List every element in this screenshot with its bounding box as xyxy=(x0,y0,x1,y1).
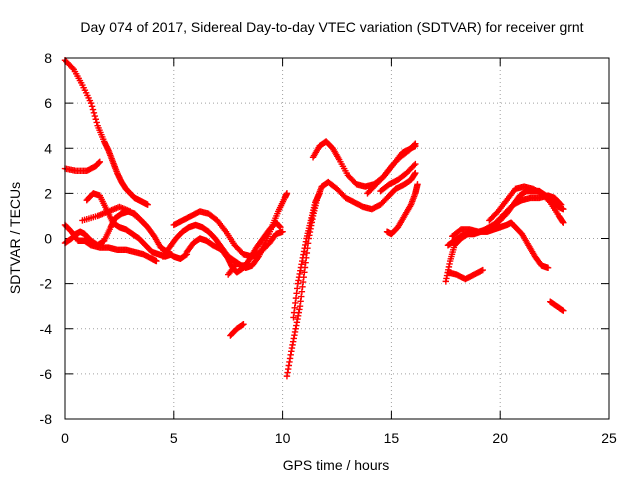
x-tick-label: 25 xyxy=(601,430,617,446)
data-point xyxy=(90,109,98,116)
data-point xyxy=(144,201,151,208)
series-s20 xyxy=(449,192,565,240)
y-tick-label: -6 xyxy=(40,366,53,382)
y-tick-label: 4 xyxy=(44,140,52,156)
x-tick-label: 15 xyxy=(384,430,400,446)
series-s22 xyxy=(444,266,486,283)
series-s17 xyxy=(383,181,421,238)
y-tick-label: 0 xyxy=(44,231,52,247)
series-s16 xyxy=(377,160,419,195)
data-point xyxy=(544,264,552,272)
y-tick-label: -8 xyxy=(40,411,53,427)
x-tick-label: 10 xyxy=(275,430,291,446)
y-tick-label: 6 xyxy=(44,95,52,111)
series-s9 xyxy=(183,219,284,276)
data-point xyxy=(560,307,567,314)
series-s13 xyxy=(290,190,323,321)
data-point xyxy=(283,190,291,197)
data-point xyxy=(412,160,419,168)
data-point xyxy=(91,112,99,120)
series-s11 xyxy=(227,321,247,339)
x-tick-label: 5 xyxy=(170,430,178,446)
data-point xyxy=(93,119,100,126)
data-point xyxy=(414,181,421,188)
data-point xyxy=(412,142,419,150)
data-point xyxy=(560,205,567,213)
x-axis-label: GPS time / hours xyxy=(283,457,390,473)
x-tick-label: 20 xyxy=(492,430,508,446)
y-tick-labels: -8 -6 -4 -2 0 2 4 6 8 xyxy=(40,50,53,427)
series-s2 xyxy=(61,158,104,175)
x-tick-label: 0 xyxy=(61,430,69,446)
data-point xyxy=(560,219,567,226)
data-marks xyxy=(61,57,567,380)
series-s12 xyxy=(283,169,419,380)
y-tick-label: -4 xyxy=(40,321,53,337)
grid-lines xyxy=(65,58,609,419)
data-point xyxy=(279,228,286,235)
chart-title: Day 074 of 2017, Sidereal Day-to-day VTE… xyxy=(80,19,583,35)
data-point xyxy=(545,197,553,205)
data-point xyxy=(556,200,564,207)
y-tick-label: 8 xyxy=(44,50,52,66)
x-tick-labels: 0 5 10 15 20 25 xyxy=(61,430,617,446)
data-point xyxy=(316,190,323,197)
data-point xyxy=(87,99,95,107)
series-s23 xyxy=(547,298,567,314)
data-point xyxy=(410,162,418,169)
data-point xyxy=(557,201,565,208)
series-s1 xyxy=(61,57,151,208)
plot-frame xyxy=(64,57,610,420)
data-point xyxy=(96,158,104,165)
data-point xyxy=(89,106,97,113)
data-point xyxy=(69,64,76,72)
data-point xyxy=(412,169,419,177)
series-s15 xyxy=(364,142,419,197)
data-point xyxy=(240,321,247,328)
y-tick-label: 2 xyxy=(44,185,52,201)
y-axis-label: SDTVAR / TECUs xyxy=(7,182,23,294)
data-point xyxy=(254,254,261,262)
series-s10 xyxy=(225,190,291,278)
data-point xyxy=(277,224,284,231)
data-point xyxy=(142,221,149,229)
series-s6 xyxy=(61,208,149,249)
data-point xyxy=(88,103,96,110)
series-s21 xyxy=(486,183,567,226)
data-point xyxy=(92,116,99,123)
data-point xyxy=(479,266,486,274)
y-tick-label: -2 xyxy=(40,276,53,292)
data-point xyxy=(153,257,160,265)
